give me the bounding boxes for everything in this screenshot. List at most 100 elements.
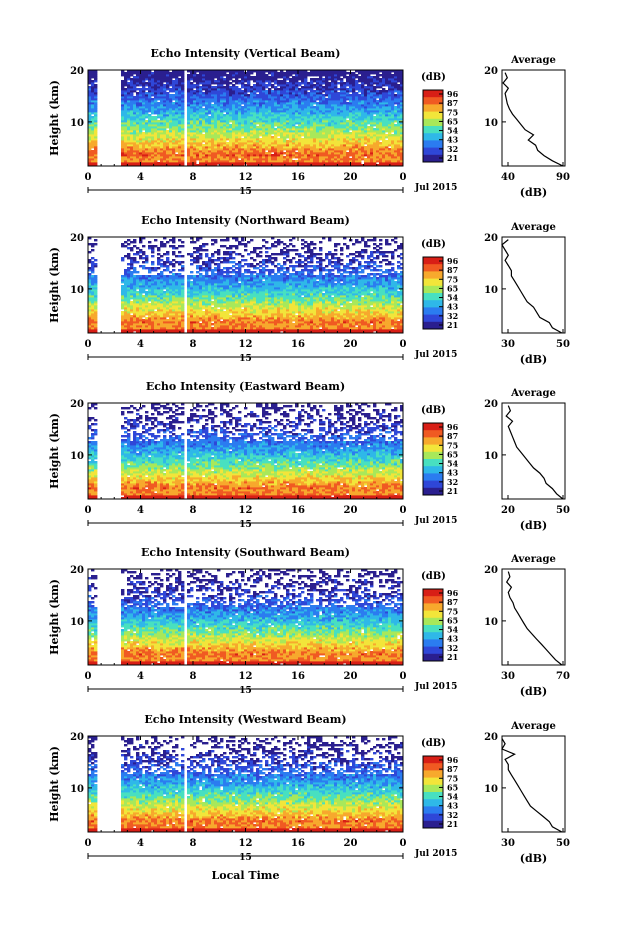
y-tick-label: 10 <box>70 285 84 296</box>
colorbar-unit: (dB) <box>421 239 446 250</box>
x-tick-label: 12 <box>239 172 253 183</box>
x-tick-label: 0 <box>85 505 92 516</box>
panel-title: Echo Intensity (Westward Beam) <box>144 713 346 726</box>
colorbar-tick-label: 75 <box>447 274 458 284</box>
colorbar-tick-label: 65 <box>447 116 458 126</box>
profile-frame <box>501 735 566 833</box>
x-tick-label: 8 <box>190 339 197 350</box>
y-tick-label: 10 <box>70 784 84 795</box>
y-tick-label: 10 <box>70 451 84 462</box>
colorbar-unit: (dB) <box>421 72 446 83</box>
profile-y-tick-label: 10 <box>484 118 498 129</box>
colorbar-tick-label: 21 <box>447 486 458 496</box>
heatmap-cells <box>88 569 404 666</box>
heatmap-cells <box>88 403 404 500</box>
colorbar-tick-label: 32 <box>447 477 458 487</box>
profile-x-tick-label: 40 <box>501 172 515 183</box>
x-tick-label: 0 <box>85 838 92 849</box>
heatmap-cells <box>88 70 404 167</box>
x-tick-label: 12 <box>239 505 253 516</box>
date-tick-label: 15 <box>239 520 252 530</box>
profile-x-tick-label: 30 <box>501 671 515 682</box>
profile-title: Average <box>510 388 556 399</box>
panel-4: Echo Intensity (Southward Beam) 20 10 Heigh… <box>48 546 570 698</box>
x-tick-label: 8 <box>190 172 197 183</box>
colorbar-tick-label: 43 <box>447 468 459 478</box>
y-tick-label: 10 <box>70 118 84 129</box>
colorbar-tick-label: 43 <box>447 634 459 644</box>
x-tick-label: 4 <box>137 172 144 183</box>
profile-x-tick-label: 30 <box>501 838 515 849</box>
x-tick-label: 0 <box>400 339 407 350</box>
x-tick-label: 4 <box>137 671 144 682</box>
profile-y-tick-label: 20 <box>484 233 498 244</box>
date-tick-label: 15 <box>239 686 252 696</box>
colorbar-tick-label: 96 <box>447 422 459 432</box>
profile-x-label: (dB) <box>520 353 547 366</box>
profile-line <box>501 738 563 833</box>
colorbar-tick-label: 96 <box>447 755 459 765</box>
colorbar-tick-label: 32 <box>447 144 458 154</box>
heatmap-cells <box>88 237 404 334</box>
x-axis-label: Local Time <box>212 869 280 882</box>
x-tick-label: 0 <box>85 339 92 350</box>
colorbar-tick-label: 65 <box>447 782 458 792</box>
average-profile: Average 20 10 30 70 (dB) <box>484 554 570 698</box>
panel-title: Echo Intensity (Eastward Beam) <box>146 380 345 393</box>
colorbar-tick-label: 54 <box>447 126 459 136</box>
y-axis-label: Height (km) <box>48 746 61 822</box>
x-tick-label: 16 <box>291 339 305 350</box>
colorbar-tick-label: 96 <box>447 89 459 99</box>
x-tick-label: 12 <box>239 838 253 849</box>
date-label: Jul 2015 <box>414 516 457 526</box>
colorbar-tick-label: 96 <box>447 256 459 266</box>
colorbar-tick-label: 43 <box>447 302 459 312</box>
profile-y-tick-label: 10 <box>484 617 498 628</box>
date-label: Jul 2015 <box>414 849 457 859</box>
profile-line <box>505 405 564 500</box>
y-tick-label: 20 <box>70 399 84 410</box>
profile-title: Average <box>510 55 556 66</box>
profile-line <box>502 72 564 167</box>
y-tick-label: 20 <box>70 732 84 743</box>
colorbar-tick-label: 75 <box>447 107 458 117</box>
panel-2: Echo Intensity (Northward Beam) 20 10 Heigh… <box>48 214 570 366</box>
profile-y-tick-label: 20 <box>484 399 498 410</box>
date-tick-label: 15 <box>239 354 252 364</box>
profile-x-tick-label: 50 <box>556 505 570 516</box>
date-label: Jul 2015 <box>414 183 457 193</box>
colorbar-tick-label: 87 <box>447 431 458 441</box>
x-tick-label: 8 <box>190 671 197 682</box>
x-tick-label: 8 <box>190 505 197 516</box>
colorbar-tick-label: 96 <box>447 588 459 598</box>
colorbar-tick-label: 65 <box>447 449 458 459</box>
y-tick-label: 10 <box>70 617 84 628</box>
colorbar-tick-label: 54 <box>447 293 459 303</box>
y-axis-label: Height (km) <box>48 80 61 156</box>
profile-title: Average <box>510 554 556 565</box>
colorbar-tick-label: 87 <box>447 764 458 774</box>
date-label: Jul 2015 <box>414 682 457 692</box>
x-tick-label: 20 <box>344 671 358 682</box>
y-tick-label: 20 <box>70 233 84 244</box>
colorbar-tick-label: 75 <box>447 773 458 783</box>
colorbar-tick-label: 87 <box>447 265 458 275</box>
profile-x-tick-label: 30 <box>501 339 515 350</box>
colorbar-tick-label: 54 <box>447 625 459 635</box>
colorbar-tick-label: 21 <box>447 652 458 662</box>
x-tick-label: 16 <box>291 505 305 516</box>
profile-x-label: (dB) <box>520 519 547 532</box>
profile-y-tick-label: 10 <box>484 451 498 462</box>
x-tick-label: 0 <box>400 671 407 682</box>
profile-y-tick-label: 20 <box>484 66 498 77</box>
x-tick-label: 0 <box>400 172 407 183</box>
panel-3: Echo Intensity (Eastward Beam) 20 10 Height… <box>48 380 570 532</box>
panel-5: Echo Intensity (Westward Beam) 20 10 Height… <box>48 713 570 865</box>
profile-title: Average <box>510 721 556 732</box>
colorbar-tick-label: 21 <box>447 153 458 163</box>
colorbar-tick-label: 75 <box>447 440 458 450</box>
colorbar-unit: (dB) <box>421 571 446 582</box>
profile-frame <box>501 69 566 167</box>
